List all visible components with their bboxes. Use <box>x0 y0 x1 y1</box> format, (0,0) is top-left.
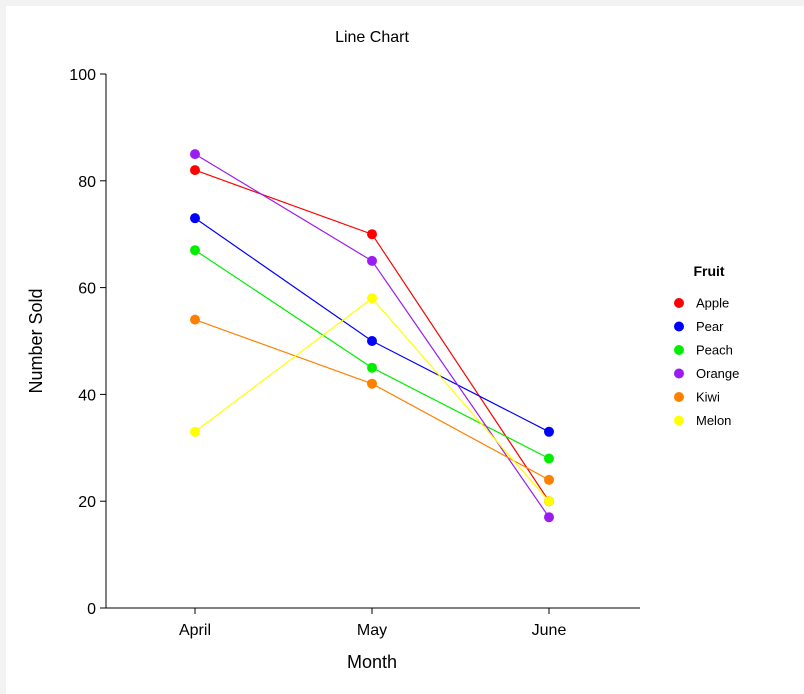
data-point[interactable] <box>190 426 200 437</box>
legend-marker <box>674 392 684 402</box>
data-point[interactable] <box>544 426 554 437</box>
series-line <box>194 217 550 433</box>
series-orange[interactable] <box>190 149 554 523</box>
legend-label: Orange <box>696 366 739 381</box>
y-ticks: 0 20 40 60 80 100 <box>69 67 106 618</box>
series-kiwi[interactable] <box>190 314 554 485</box>
y-tick-label: 0 <box>87 601 96 618</box>
legend-marker <box>674 321 684 332</box>
legend-label: Melon <box>696 413 731 428</box>
data-point[interactable] <box>367 229 377 240</box>
series-peach[interactable] <box>190 245 554 464</box>
legend-item-kiwi[interactable]: Kiwi <box>674 390 720 405</box>
legend-item-pear[interactable]: Pear <box>674 319 724 334</box>
data-point[interactable] <box>367 378 377 389</box>
data-point[interactable] <box>544 496 554 507</box>
data-point[interactable] <box>367 362 377 373</box>
y-axis-title: Number Sold <box>26 288 46 393</box>
legend-title: Fruit <box>693 263 724 279</box>
legend-item-orange[interactable]: Orange <box>674 366 739 381</box>
data-point[interactable] <box>190 314 200 325</box>
data-point[interactable] <box>544 512 554 523</box>
x-tick-label: April <box>179 622 211 639</box>
data-point[interactable] <box>544 474 554 485</box>
series-line <box>194 297 550 502</box>
x-tick-label: May <box>357 622 387 639</box>
legend-label: Kiwi <box>696 390 720 405</box>
series-pear[interactable] <box>190 213 554 437</box>
data-point[interactable] <box>190 149 200 160</box>
series-line <box>194 153 550 518</box>
data-point[interactable] <box>367 336 377 346</box>
y-tick-label: 100 <box>69 67 96 84</box>
series-layer <box>190 149 554 523</box>
y-tick-label: 60 <box>78 281 96 298</box>
data-point[interactable] <box>367 293 377 304</box>
legend-marker <box>674 345 684 355</box>
legend-marker <box>674 415 684 426</box>
series-apple[interactable] <box>190 165 554 507</box>
y-tick-label: 40 <box>78 387 96 404</box>
series-line <box>194 249 550 460</box>
legend-item-melon[interactable]: Melon <box>674 413 731 428</box>
chart-title: Line Chart <box>335 29 409 46</box>
data-point[interactable] <box>190 165 200 176</box>
data-point[interactable] <box>544 453 554 464</box>
legend-item-peach[interactable]: Peach <box>674 343 733 358</box>
legend-label: Peach <box>696 343 733 358</box>
series-melon[interactable] <box>190 293 554 507</box>
y-tick-label: 80 <box>78 174 96 191</box>
data-point[interactable] <box>190 213 200 224</box>
legend-marker <box>674 298 684 308</box>
line-chart: Line Chart 0 20 40 60 80 100 April May June Mon… <box>26 29 739 672</box>
legend-label: Pear <box>696 319 724 334</box>
x-axis-title: Month <box>347 652 397 672</box>
x-tick-label: June <box>532 622 567 639</box>
legend-items: Apple Pear Peach Orange Kiwi Melon <box>674 296 739 428</box>
legend-item-apple[interactable]: Apple <box>674 296 729 311</box>
chart-panel: Line Chart 0 20 40 60 80 100 April May June Mon… <box>6 6 804 694</box>
y-tick-label: 20 <box>78 494 96 511</box>
legend[interactable]: Fruit Apple Pear Peach Orange Kiwi Melon <box>674 263 739 428</box>
legend-label: Apple <box>696 296 729 311</box>
legend-marker <box>674 368 684 379</box>
x-ticks: April May June <box>179 608 566 639</box>
data-point[interactable] <box>190 245 200 256</box>
data-point[interactable] <box>367 255 377 266</box>
